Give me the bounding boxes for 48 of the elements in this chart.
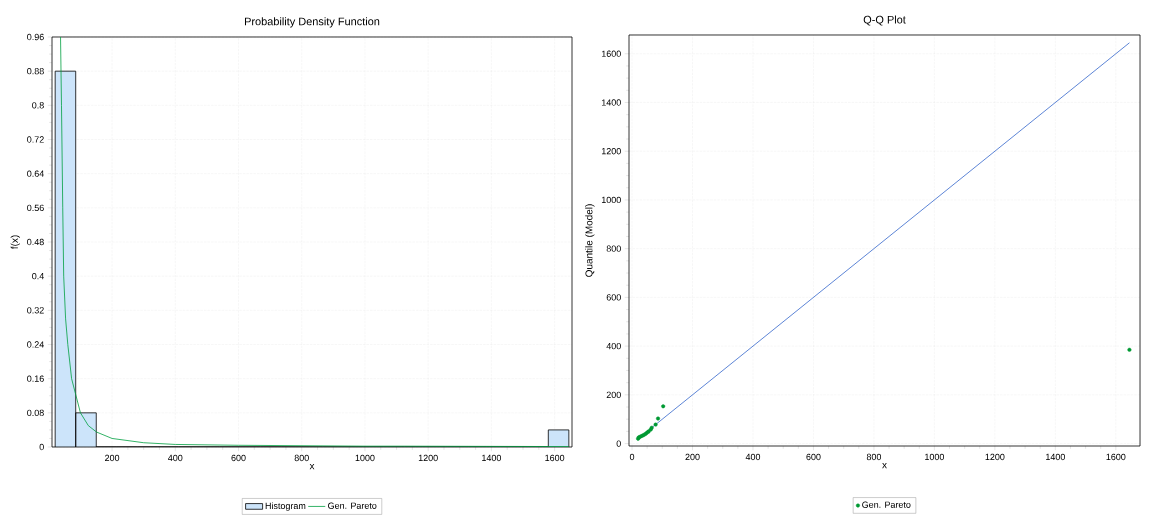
y-tick-label: 1000 xyxy=(601,196,621,204)
y-tick-label: 1600 xyxy=(601,50,621,57)
y-tick-label: 0.88 xyxy=(27,67,44,75)
x-tick-label: 1400 xyxy=(482,454,502,462)
x-tick-label: 600 xyxy=(806,453,821,461)
x-tick-label: 200 xyxy=(685,453,700,461)
x-tick-label: 1200 xyxy=(985,453,1005,461)
legend-label: Gen. Pareto xyxy=(862,501,911,508)
chart-title: Q-Q Plot xyxy=(863,15,906,26)
x-tick-label: 200 xyxy=(105,454,120,462)
x-axis-title: x xyxy=(309,463,315,470)
y-tick-label: 800 xyxy=(606,245,621,252)
x-tick-label: 0 xyxy=(629,453,635,461)
x-tick-label: 800 xyxy=(866,453,882,461)
y-tick-label: 1400 xyxy=(601,99,621,106)
y-tick-label: 0.08 xyxy=(27,409,44,417)
legend-label: Gen. Pareto xyxy=(328,502,377,509)
y-tick-label: 0.4 xyxy=(32,272,44,280)
y-tick-label: 0.48 xyxy=(27,238,44,246)
x-tick-label: 1600 xyxy=(1106,453,1126,461)
x-tick-label: 400 xyxy=(168,454,183,462)
y-tick-label: 0.24 xyxy=(27,341,44,348)
x-tick-label: 1000 xyxy=(925,453,945,461)
y-axis-title: f(x) xyxy=(10,235,20,250)
y-tick-label: 0.16 xyxy=(27,375,44,382)
y-tick-label: 0.64 xyxy=(27,170,44,177)
x-tick-label: 1000 xyxy=(355,454,375,462)
x-tick-label: 400 xyxy=(745,453,761,461)
x-tick-label: 800 xyxy=(294,454,309,462)
chart-title: Probability Density Function xyxy=(244,17,380,28)
y-tick-label: 1200 xyxy=(601,148,621,155)
y-tick-label: 0.96 xyxy=(27,33,44,41)
x-tick-label: 1200 xyxy=(418,454,438,462)
y-tick-label: 0.56 xyxy=(27,204,44,212)
y-tick-label: 0.32 xyxy=(27,307,44,314)
y-axis-title: Quantile (Model) xyxy=(585,204,595,277)
y-tick-label: 0.8 xyxy=(32,102,44,109)
x-axis-title: x xyxy=(882,462,887,469)
x-tick-label: 1600 xyxy=(545,454,565,462)
x-tick-label: 1400 xyxy=(1046,453,1065,461)
y-tick-label: 0.72 xyxy=(27,136,44,143)
y-tick-label: 200 xyxy=(606,391,621,399)
legend-label: Histogram xyxy=(265,502,306,511)
y-tick-label: 400 xyxy=(606,342,621,350)
y-tick-label: 0 xyxy=(39,443,44,451)
x-tick-label: 600 xyxy=(231,454,246,462)
y-tick-label: 0 xyxy=(616,440,621,447)
y-tick-label: 600 xyxy=(606,294,621,301)
